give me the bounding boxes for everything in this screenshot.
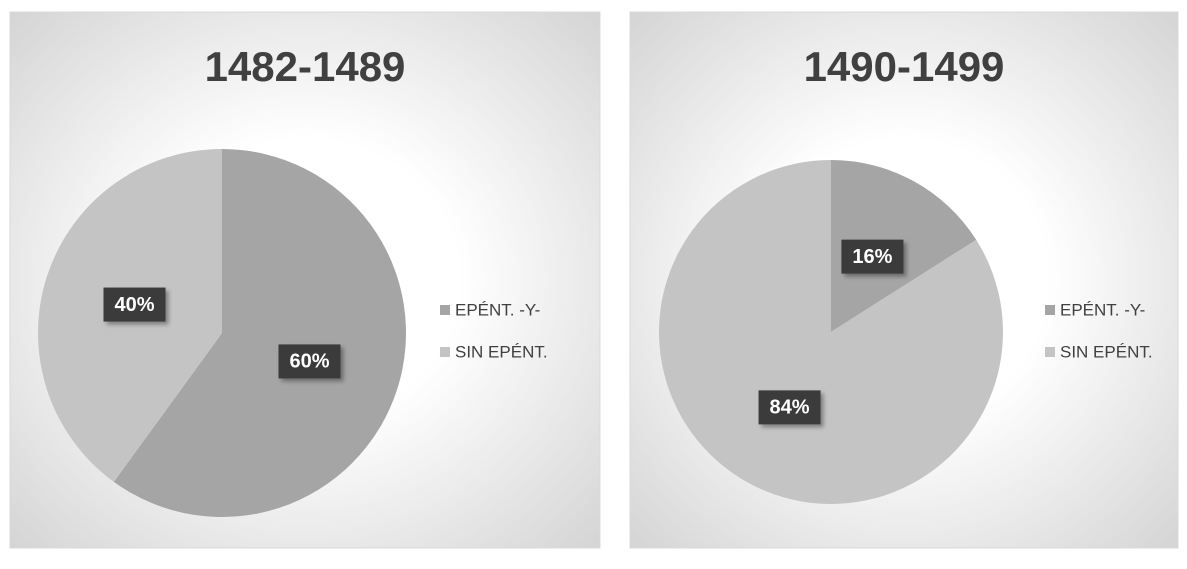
legend-swatch	[440, 347, 450, 357]
data-label-box	[841, 239, 904, 274]
data-label: 40%	[114, 294, 154, 316]
legend-label: SIN EPÉNT.	[1060, 342, 1153, 361]
data-label: 16%	[852, 246, 892, 268]
chart-title: 1490-1499	[804, 43, 1005, 90]
legend-swatch	[1045, 305, 1055, 315]
data-label-box	[278, 344, 341, 379]
legend-label: EPÉNT. -Y-	[455, 300, 540, 319]
pie-slice	[831, 160, 977, 332]
data-label-box	[758, 390, 821, 425]
legend-label: SIN EPÉNT.	[455, 342, 548, 361]
data-label-box	[103, 287, 166, 322]
pie-slice	[659, 160, 1003, 504]
pie-slice	[113, 149, 406, 517]
legend-swatch	[440, 305, 450, 315]
legend-label: EPÉNT. -Y-	[1060, 300, 1145, 319]
data-label: 60%	[289, 351, 329, 373]
data-label: 84%	[770, 397, 810, 419]
chart-title: 1482-1489	[205, 43, 406, 90]
legend-swatch	[1045, 347, 1055, 357]
